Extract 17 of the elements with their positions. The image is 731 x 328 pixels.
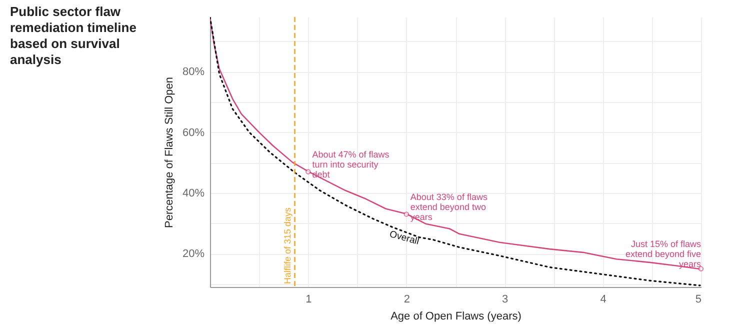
y-tick-label: 40% bbox=[182, 187, 205, 200]
y-tick-label: 20% bbox=[182, 248, 205, 260]
annotation: Just 15% of flaws extend beyond five years bbox=[625, 238, 702, 269]
ref-line-label: Halflife of 315 days bbox=[282, 206, 293, 284]
y-axis-title: Percentage of Flaws Still Open bbox=[163, 76, 176, 228]
point bbox=[404, 212, 410, 217]
text: Public sector flaw remediation timeline based on survival analysis bbox=[10, 4, 138, 68]
text: Overall bbox=[388, 228, 420, 248]
x-tick-label: 1 bbox=[306, 294, 312, 306]
y-tick-label: 60% bbox=[182, 126, 205, 139]
x-tick-label: 5 bbox=[695, 294, 702, 306]
x-tick-label: 4 bbox=[600, 294, 606, 306]
x-tick-label: 3 bbox=[502, 294, 508, 306]
x-tick-label: 2 bbox=[404, 294, 410, 306]
y-tick-label: 80% bbox=[182, 66, 205, 78]
point bbox=[306, 169, 311, 174]
x-axis-title: Age of Open Flaws (years) bbox=[390, 310, 522, 322]
